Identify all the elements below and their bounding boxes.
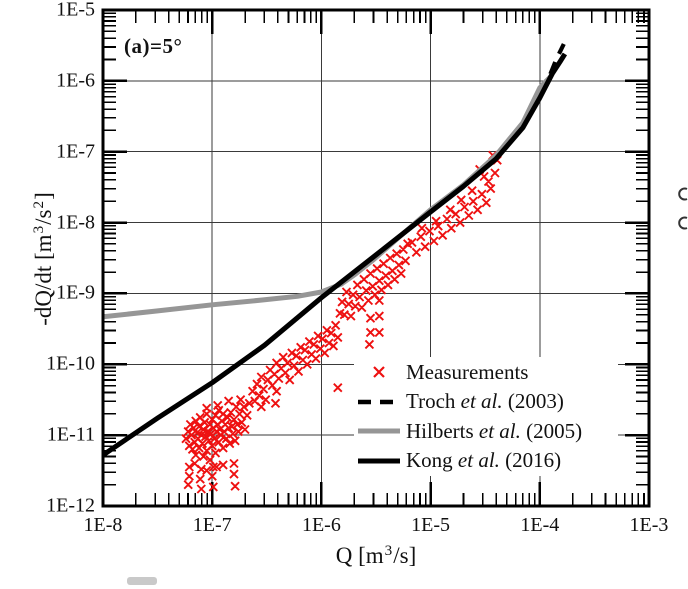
legend-line-icon — [358, 458, 400, 464]
y-tick-label: 1E-7 — [56, 140, 95, 163]
y-title-superscript-2: 2 — [29, 200, 47, 209]
y-tick-label: 1E-8 — [56, 211, 95, 234]
x-tick-label: 1E-3 — [629, 514, 669, 536]
y-tick-label: 1E-9 — [56, 281, 95, 304]
plot-frame — [101, 8, 651, 508]
panel-label: (a)=5° — [124, 34, 183, 58]
legend-item: Kong et al. (2016) — [354, 447, 618, 475]
x-tick-label: 1E-6 — [301, 514, 341, 536]
y-axis-title: -dQ/dt [m3/s2] — [29, 159, 57, 359]
legend-item: Measurements — [354, 358, 618, 386]
x-axis-title: Q [m3/s] — [335, 541, 417, 569]
legend-label: Kong et al. (2016) — [406, 448, 562, 473]
legend-cross-marker-icon — [373, 366, 385, 378]
legend-item: Troch et al. (2003) — [354, 388, 618, 416]
y-title-mid: /s — [31, 209, 56, 225]
legend-line-icon — [358, 428, 400, 434]
x-tick-label: 1E-7 — [192, 514, 232, 536]
y-tick-label: 1E-10 — [46, 352, 95, 375]
x-tick-label: 1E-5 — [411, 514, 451, 536]
y-title-post: ] — [31, 192, 56, 200]
legend-marker — [354, 397, 404, 407]
legend-marker — [354, 426, 404, 436]
legend-label: Hilberts et al. (2005) — [406, 418, 583, 443]
plot-group — [101, 8, 651, 508]
clipped-glyph-top — [678, 187, 688, 201]
x-title-superscript: 3 — [384, 541, 393, 559]
x-title-post: /s] — [393, 543, 417, 568]
data-layer — [103, 43, 568, 494]
clipped-edge-glyphs — [678, 187, 688, 230]
legend-item: Hilberts et al. (2005) — [354, 417, 618, 445]
y-tick-label: 1E-5 — [56, 0, 95, 21]
y-title-pre: -dQ/dt [m — [31, 234, 56, 326]
y-tick-label: 1E-6 — [56, 69, 95, 92]
y-title-superscript-1: 3 — [29, 225, 47, 234]
measurements-scatter — [181, 150, 502, 494]
x-title-pre: Q [m — [335, 543, 384, 568]
legend-marker — [354, 363, 404, 381]
x-tick-label: 1E-8 — [83, 514, 123, 536]
legend-marker — [354, 456, 404, 466]
artifact-smudge — [127, 577, 157, 585]
y-tick-label: 1E-11 — [46, 423, 95, 446]
legend: Measurements Troch et al. (2003) Hilberts … — [354, 357, 618, 476]
clipped-glyph-bottom — [678, 216, 688, 230]
legend-dashed-line-icon — [358, 399, 400, 404]
legend-label: Troch et al. (2003) — [406, 389, 564, 414]
y-tick-label: 1E-12 — [46, 494, 95, 517]
x-tick-label: 1E-4 — [520, 514, 560, 536]
kong-2016-curve — [103, 52, 568, 458]
legend-label: Measurements — [406, 359, 529, 384]
